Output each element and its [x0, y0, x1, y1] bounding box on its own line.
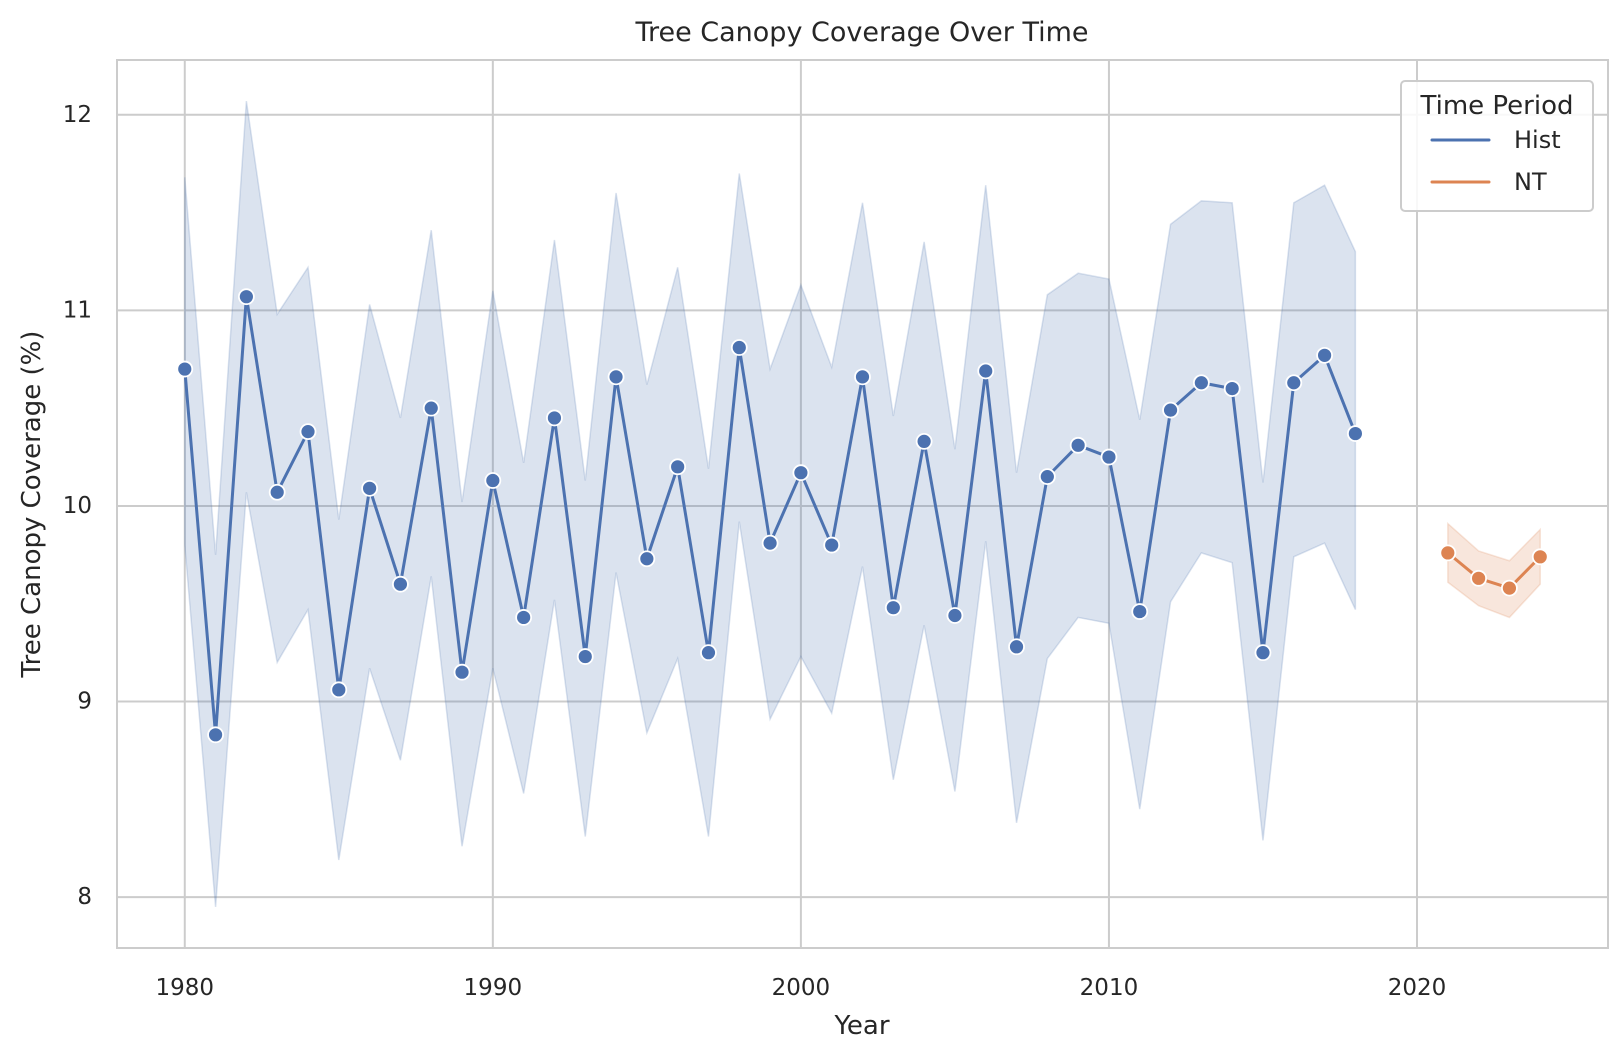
data-point-hist-2005 — [946, 607, 964, 624]
data-point-hist-1998 — [730, 339, 748, 356]
y-tick-label-12: 12 — [63, 102, 92, 128]
x-tick-label-2000: 2000 — [772, 975, 831, 1001]
data-point-hist-2018 — [1346, 425, 1364, 442]
tick-labels: 1980 1990 2000 2010 2020 8 9 10 11 12 — [63, 102, 1447, 1001]
data-point-nt-2024 — [1531, 548, 1549, 566]
data-point-hist-2000 — [792, 464, 810, 482]
data-point-hist-2017 — [1316, 346, 1333, 364]
data-point-hist-1999 — [761, 534, 779, 552]
data-point-nt-2021 — [1439, 544, 1457, 562]
plot-frame — [116, 59, 1609, 949]
data-point-hist-1990 — [484, 472, 502, 489]
data-point-hist-2003 — [884, 599, 902, 617]
x-tick-label-2020: 2020 — [1388, 975, 1447, 1001]
data-point-hist-2006 — [977, 362, 995, 380]
data-point-hist-1985 — [330, 681, 348, 699]
data-point-hist-1997 — [700, 644, 717, 662]
y-tick-label-11: 11 — [63, 297, 92, 323]
data-point-hist-2002 — [854, 368, 871, 386]
data-point-hist-2008 — [1038, 468, 1056, 486]
ci-band-hist — [184, 100, 1357, 907]
ci-band-nt — [1447, 521, 1541, 619]
legend-box — [1400, 80, 1594, 212]
y-tick-label-10: 10 — [63, 493, 92, 519]
x-axis-label: Year — [833, 1011, 889, 1041]
data-point-hist-2001 — [823, 536, 841, 554]
series-line-nt — [1446, 551, 1542, 590]
data-point-hist-1987 — [392, 575, 409, 593]
chart-title: Tree Canopy Coverage Over Time — [634, 17, 1088, 48]
data-point-hist-1983 — [268, 483, 286, 501]
data-point-hist-2009 — [1069, 436, 1087, 454]
data-point-nt-2023 — [1501, 579, 1518, 597]
y-tick-label-9: 9 — [77, 689, 92, 715]
data-point-hist-2014 — [1223, 380, 1241, 397]
data-point-hist-1989 — [453, 663, 471, 681]
data-point-hist-1981 — [207, 726, 224, 744]
legend-label-hist: Hist — [1514, 126, 1561, 154]
y-tick-label-8: 8 — [77, 884, 92, 910]
data-point-hist-2013 — [1192, 374, 1210, 392]
series-markers — [176, 288, 1549, 744]
data-point-hist-1980 — [176, 360, 194, 378]
data-point-hist-2010 — [1100, 448, 1118, 466]
data-point-hist-2004 — [915, 433, 933, 450]
data-point-hist-1988 — [422, 399, 440, 417]
x-tick-label-2010: 2010 — [1080, 975, 1139, 1001]
data-point-hist-1996 — [669, 458, 687, 476]
data-point-hist-1993 — [576, 648, 594, 665]
data-point-hist-1991 — [515, 609, 533, 626]
data-point-nt-2022 — [1470, 569, 1488, 587]
x-tick-label-1990: 1990 — [464, 975, 523, 1001]
data-point-hist-2015 — [1254, 644, 1272, 662]
y-axis-label: Tree Canopy Coverage (%) — [17, 331, 47, 679]
data-point-hist-2007 — [1008, 638, 1025, 656]
confidence-bands — [184, 100, 1541, 907]
data-point-hist-1995 — [638, 550, 656, 568]
data-point-hist-2016 — [1285, 374, 1303, 392]
data-point-hist-2011 — [1131, 603, 1149, 620]
legend: Time Period Hist NT — [1400, 80, 1594, 212]
x-tick-label-1980: 1980 — [155, 975, 214, 1001]
data-point-hist-1986 — [361, 479, 379, 497]
legend-title: Time Period — [1420, 91, 1574, 121]
data-point-hist-1982 — [237, 288, 255, 306]
data-point-hist-1992 — [546, 409, 563, 427]
data-point-hist-1994 — [607, 368, 625, 386]
legend-label-nt: NT — [1514, 168, 1547, 196]
data-point-hist-2012 — [1162, 401, 1179, 419]
data-point-hist-1984 — [299, 423, 317, 441]
